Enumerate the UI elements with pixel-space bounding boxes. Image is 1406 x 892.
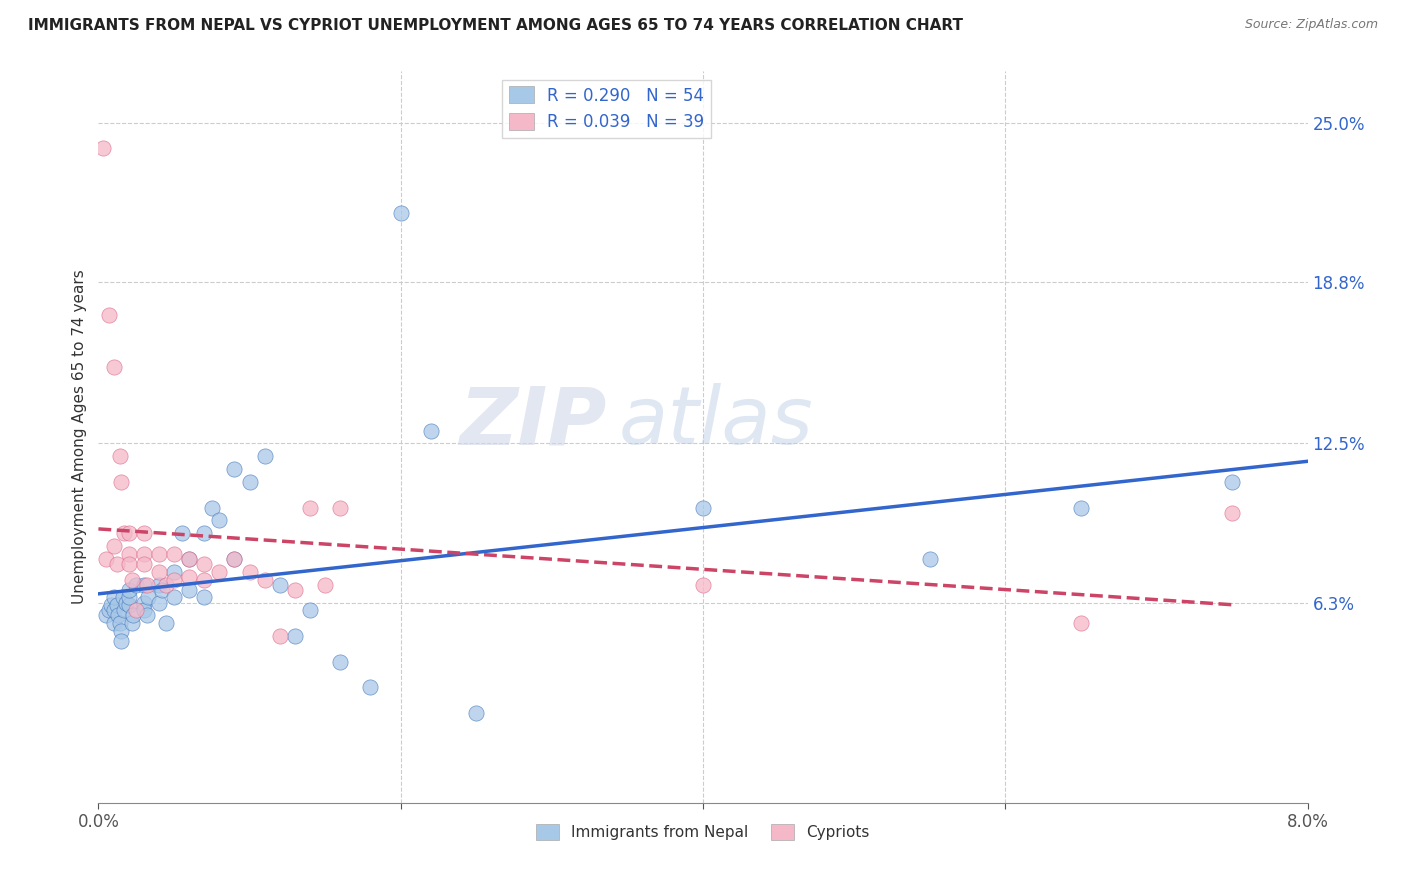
Text: IMMIGRANTS FROM NEPAL VS CYPRIOT UNEMPLOYMENT AMONG AGES 65 TO 74 YEARS CORRELAT: IMMIGRANTS FROM NEPAL VS CYPRIOT UNEMPLO… — [28, 18, 963, 33]
Point — [103, 359, 125, 374]
Point — [136, 591, 159, 605]
Point — [103, 616, 125, 631]
Text: Source: ZipAtlas.com: Source: ZipAtlas.com — [1244, 18, 1378, 31]
Legend: Immigrants from Nepal, Cypriots: Immigrants from Nepal, Cypriots — [530, 818, 876, 847]
Point — [132, 526, 155, 541]
Point — [155, 577, 177, 591]
Point — [118, 591, 141, 605]
Point — [91, 141, 114, 155]
Point — [193, 573, 215, 587]
Point — [201, 500, 224, 515]
Point — [135, 608, 157, 623]
Point — [103, 603, 125, 617]
Point — [163, 573, 186, 587]
Point — [193, 557, 215, 571]
Point — [105, 598, 128, 612]
Point — [132, 596, 155, 610]
Point — [179, 570, 201, 584]
Point — [121, 573, 143, 587]
Point — [163, 547, 186, 561]
Point — [103, 539, 125, 553]
Point — [163, 591, 186, 605]
Point — [224, 552, 246, 566]
Point — [110, 624, 132, 638]
Point — [253, 450, 276, 464]
Point — [148, 577, 170, 591]
Point — [269, 629, 291, 643]
Point — [118, 557, 141, 571]
Point — [98, 603, 121, 617]
Point — [125, 603, 148, 617]
Point — [420, 424, 443, 438]
Point — [148, 596, 170, 610]
Point — [918, 552, 941, 566]
Point — [112, 603, 135, 617]
Point — [692, 577, 714, 591]
Point — [103, 591, 125, 605]
Point — [110, 634, 132, 648]
Point — [1220, 506, 1243, 520]
Point — [179, 552, 201, 566]
Point — [170, 526, 193, 541]
Text: ZIP: ZIP — [458, 384, 606, 461]
Point — [692, 500, 714, 515]
Point — [132, 547, 155, 561]
Point — [94, 608, 117, 623]
Point — [100, 598, 122, 612]
Point — [299, 603, 322, 617]
Point — [121, 616, 143, 631]
Point — [108, 616, 131, 631]
Point — [465, 706, 488, 720]
Point — [163, 565, 186, 579]
Point — [98, 308, 121, 322]
Point — [132, 577, 155, 591]
Point — [224, 552, 246, 566]
Point — [389, 205, 412, 219]
Point — [239, 565, 262, 579]
Point — [208, 565, 231, 579]
Point — [193, 526, 215, 541]
Point — [224, 462, 246, 476]
Point — [112, 526, 135, 541]
Y-axis label: Unemployment Among Ages 65 to 74 years: Unemployment Among Ages 65 to 74 years — [72, 269, 87, 605]
Point — [132, 557, 155, 571]
Point — [329, 655, 352, 669]
Point — [108, 450, 131, 464]
Point — [360, 681, 382, 695]
Point — [110, 475, 132, 489]
Point — [122, 608, 145, 623]
Point — [148, 565, 170, 579]
Point — [329, 500, 352, 515]
Point — [299, 500, 322, 515]
Point — [111, 591, 134, 605]
Point — [155, 616, 177, 631]
Point — [118, 582, 141, 597]
Point — [179, 552, 201, 566]
Point — [118, 598, 141, 612]
Point — [1070, 500, 1092, 515]
Point — [284, 629, 307, 643]
Point — [1220, 475, 1243, 489]
Point — [118, 547, 141, 561]
Point — [107, 608, 129, 623]
Text: atlas: atlas — [619, 384, 813, 461]
Point — [269, 577, 291, 591]
Point — [253, 573, 276, 587]
Point — [179, 582, 201, 597]
Point — [118, 526, 141, 541]
Point — [193, 591, 215, 605]
Point — [94, 552, 117, 566]
Point — [150, 582, 173, 597]
Point — [132, 603, 155, 617]
Point — [284, 582, 307, 597]
Point — [114, 596, 136, 610]
Point — [208, 514, 231, 528]
Point — [1070, 616, 1092, 631]
Point — [148, 547, 170, 561]
Point — [314, 577, 336, 591]
Point — [135, 577, 157, 591]
Point — [105, 557, 128, 571]
Point — [239, 475, 262, 489]
Point — [125, 577, 148, 591]
